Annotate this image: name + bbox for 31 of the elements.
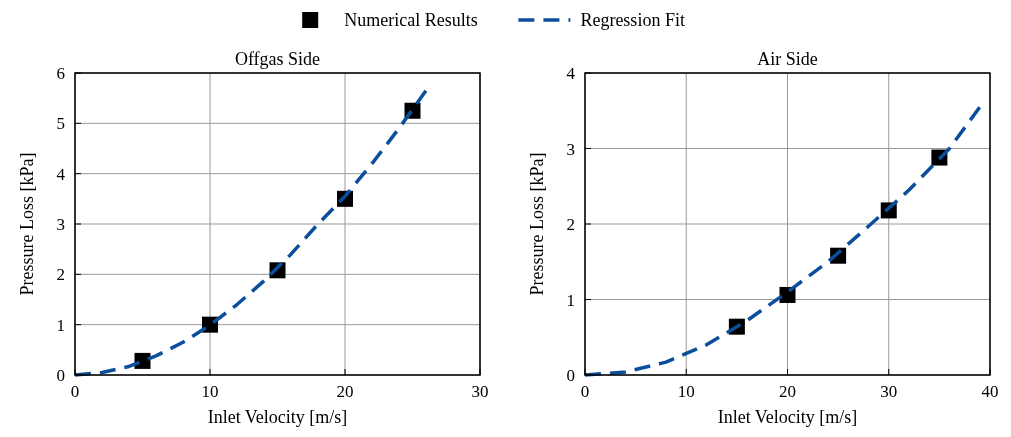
y-tick-label: 3 [56,215,65,234]
y-tick-label: 1 [566,290,575,310]
y-tick-label: 2 [566,215,575,234]
line-series [75,88,428,377]
y-tick-label: 6 [56,64,65,83]
x-tick-label: 0 [70,382,80,401]
y-axis-title: Pressure Loss [kPa] [527,152,547,296]
legend-label: Numerical Results [344,10,478,30]
x-axis-title: Inlet Velocity [m/s] [717,407,858,427]
legend-label: Regression Fit [580,10,685,30]
x-tick-label: 30 [471,382,489,401]
y-tick-label: 2 [56,265,65,285]
x-tick-label: 30 [880,382,898,401]
y-tick-label: 4 [56,164,66,184]
x-tick-label: 20 [336,382,354,401]
x-tick-label: 10 [677,382,695,401]
chart-title: Air Side [757,49,818,69]
y-tick-label: 0 [56,366,65,385]
x-tick-label: 0 [580,382,590,401]
y-tick-label: 0 [566,366,575,385]
y-tick-label: 1 [56,315,65,335]
y-tick-label: 4 [566,64,576,83]
line-series [585,105,982,377]
chart-title: Offgas Side [234,49,321,69]
x-tick-label: 10 [201,382,219,401]
y-tick-label: 5 [56,114,65,134]
y-tick-label: 3 [566,139,575,159]
x-tick-label: 20 [779,382,796,401]
y-axis-title: Pressure Loss [kPa] [17,152,37,296]
x-axis-title: Inlet Velocity [m/s] [207,407,348,427]
x-tick-label: 40 [981,382,999,401]
